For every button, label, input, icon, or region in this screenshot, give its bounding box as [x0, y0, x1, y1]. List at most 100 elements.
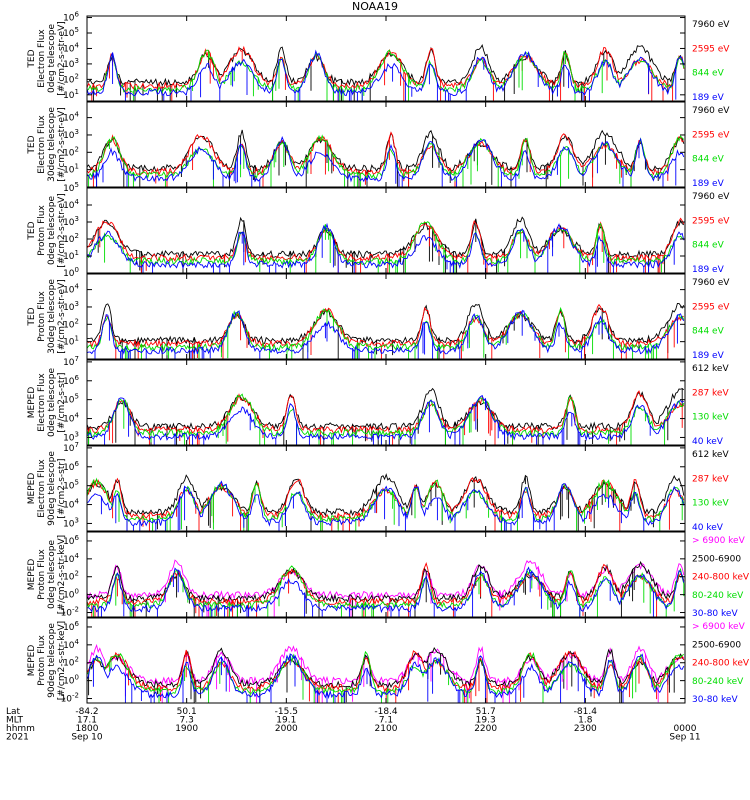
legend-entry: 189 eV [692, 265, 725, 275]
y-tick-label: 100 [63, 588, 79, 601]
series-line-1-4 [86, 49, 685, 101]
y-axis-label: Electron Flux [37, 115, 47, 174]
y-tick-label: 105 [63, 393, 79, 406]
legend-entry: 30-80 keV [692, 609, 738, 619]
panel-6: 103 104 105 106 107 MEPED Electron Flux 90deg t… [27, 441, 729, 533]
legend-entry: 30-80 keV [692, 695, 738, 705]
y-axis-label: TED [27, 221, 37, 240]
panel-4: 101 102 103 104 TED Proton Flux 30deg telescop… [27, 273, 730, 361]
legend-entry: 40 keV [692, 523, 724, 533]
legend-entry: 240-800 keV [692, 573, 750, 583]
series-line-3-2 [86, 217, 685, 273]
y-axis-label: Proton Flux [37, 205, 47, 256]
x-tick-label: 51.7 [476, 707, 496, 717]
y-axis-label: MEPED [27, 559, 37, 591]
y-tick-label: 105 [63, 181, 79, 194]
y-tick-label: 107 [63, 355, 79, 368]
series-line-3-4 [86, 222, 685, 273]
series-line-5-4 [86, 394, 685, 445]
legend-entry: 2595 eV [692, 302, 730, 312]
y-tick-label: 100 [63, 266, 79, 279]
x-tick-label: -84.2 [75, 707, 98, 717]
legend-entry: 80-240 keV [692, 591, 744, 601]
y-axis-label: 0deg telescope [47, 540, 57, 610]
legend-entry: 2595 eV [692, 216, 730, 226]
legend-entry: 7960 eV [692, 20, 730, 30]
y-tick-label: 103 [63, 300, 79, 313]
y-axis-label: 0deg telescope [47, 24, 57, 94]
y-tick-label: 106 [63, 620, 79, 633]
figure-title: NOAA19 [351, 0, 399, 13]
y-axis-label: Electron Flux [37, 373, 47, 432]
x-tick-label: 0000 [674, 724, 697, 734]
panel-7: 10-2 100 102 104 106 MEPED Proton Flux 0deg tel… [27, 531, 750, 619]
series-line-6-4 [86, 480, 685, 531]
y-tick-label: 104 [63, 283, 79, 296]
y-axis-label: [#/cm2-s-str-eV] [57, 279, 67, 354]
y-tick-label: 104 [63, 41, 79, 54]
y-tick-label: 106 [63, 534, 79, 547]
y-tick-label: 102 [63, 317, 79, 330]
legend-entry: 7960 eV [692, 192, 730, 202]
x-tick-label: 19.3 [476, 716, 496, 726]
y-axis-label: Electron Flux [37, 29, 47, 88]
y-axis-label: TED [27, 49, 37, 68]
legend-entry: 844 eV [692, 155, 725, 165]
x-tick-label: Sep 11 [669, 733, 700, 743]
x-tick-label: -18.4 [374, 707, 398, 717]
series-line-7-5 [86, 566, 685, 617]
y-tick-label: 104 [63, 198, 79, 211]
legend-entry: 7960 eV [692, 106, 730, 116]
y-axis-label: [#/cm2-s-str] [57, 458, 67, 518]
x-tick-label: 2000 [275, 724, 298, 734]
y-axis-label: [#/cm2-s-str] [57, 372, 67, 432]
y-tick-label: 104 [63, 498, 79, 511]
x-tick-label: 1800 [76, 724, 99, 734]
x-tick-label: Sep 10 [71, 733, 103, 743]
x-tick-label: -81.4 [574, 707, 598, 717]
y-axis-label: MEPED [27, 387, 37, 419]
y-tick-label: 103 [63, 430, 79, 443]
series-line-7-4 [86, 565, 685, 617]
y-axis-label: MEPED [27, 473, 37, 505]
y-axis-label: Electron Flux [37, 459, 47, 518]
y-tick-label: 101 [63, 88, 79, 101]
legend-entry: 189 eV [692, 179, 725, 189]
panel-8: 10-2 100 102 104 106 MEPED Proton Flux 90deg te… [27, 617, 750, 705]
x-tick-label: 1900 [175, 724, 198, 734]
y-tick-label: 104 [63, 638, 79, 651]
series-line-4-2 [86, 303, 684, 359]
y-tick-label: 106 [63, 374, 79, 387]
legend-entry: 189 eV [692, 351, 725, 361]
y-axis-label: 30deg telescope [47, 279, 57, 354]
y-tick-label: 101 [63, 163, 79, 176]
y-axis-label: 0deg telescope [47, 368, 57, 438]
x-tick-label: 2300 [574, 724, 597, 734]
series-line-5-3 [86, 393, 685, 445]
y-axis-label: Proton Flux [37, 635, 47, 686]
x-row-label: hhmm [6, 724, 35, 734]
y-axis-label: 0deg telescope [47, 196, 57, 266]
y-tick-label: 102 [63, 232, 79, 245]
y-axis-label: 90deg telescope [47, 623, 57, 698]
x-tick-label: 1.8 [578, 716, 593, 726]
legend-entry: 287 keV [692, 474, 729, 484]
series-line-2-4 [86, 135, 685, 187]
y-axis-label: [#/cm2-s-str-keV] [57, 621, 67, 700]
x-tick-label: 7.1 [379, 716, 393, 726]
legend-entry: 2500-6900 [692, 640, 741, 650]
y-tick-label: 105 [63, 479, 79, 492]
legend-entry: 40 keV [692, 437, 724, 447]
y-tick-label: 107 [63, 441, 79, 454]
x-tick-label: 2100 [375, 724, 398, 734]
y-tick-label: 106 [63, 11, 79, 24]
y-tick-label: 101 [63, 249, 79, 262]
y-axis-label: MEPED [27, 645, 37, 677]
legend-entry: 844 eV [692, 241, 725, 251]
legend-entry: 844 eV [692, 69, 725, 79]
y-axis-label: [#/cm2-s-str-keV] [57, 535, 67, 614]
y-tick-label: 102 [63, 656, 79, 669]
y-axis-label: Proton Flux [37, 549, 47, 600]
